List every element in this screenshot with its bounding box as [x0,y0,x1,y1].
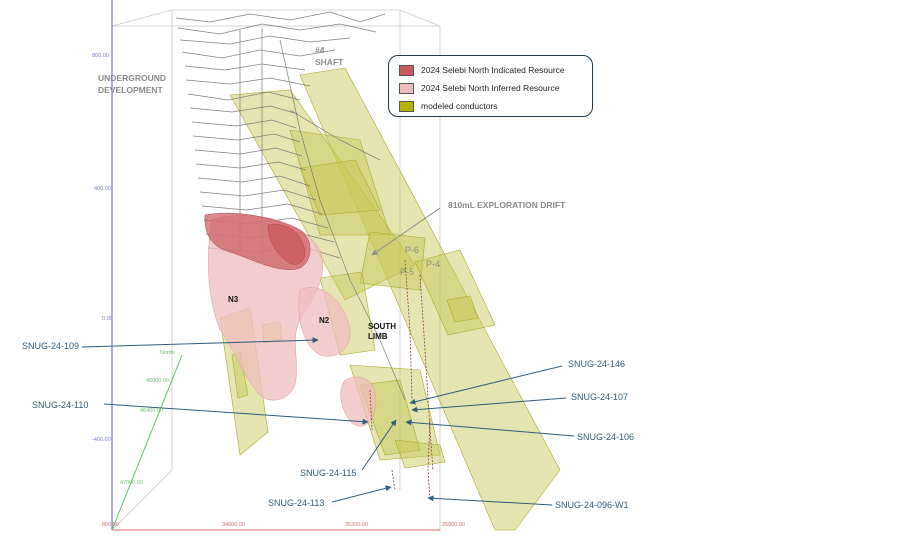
axis-tick-d2: 46400.00 [140,408,163,414]
drillhole-label-115: SNUG-24-115 [300,468,357,478]
axis-tick-b1: 34600.00 [222,522,245,528]
axis-tick-d0: Northi [160,350,175,356]
legend-item-conductors: modeled conductors [399,97,592,115]
drillhole-label-107: SNUG-24-107 [571,392,629,402]
drillhole-label-146: SNUG-24-146 [568,359,626,369]
exploration-drift-label: 810mL EXPLORATION DRIFT [448,200,566,210]
callout-arrows [81,337,575,506]
axis-tick-d1: 46000.00 [146,378,169,384]
drillhole-label-109: SNUG-24-109 [22,341,80,351]
drift-arrow [371,207,441,256]
shaft-label: #4 SHAFT [315,45,344,67]
axis-tick-v1: 400.00 [94,186,111,192]
axis-tick-d3: 47000.00 [120,480,143,486]
drill-traces [369,259,434,501]
legend: 2024 Selebi North Indicated Resource 202… [388,55,593,117]
drillhole-label-113: SNUG-24-113 [268,498,325,508]
legend-item-indicated: 2024 Selebi North Indicated Resource [399,61,592,79]
drillhole-label-096-w1: SNUG-24-096-W1 [555,500,629,510]
axis-tick-b0: -800.00 [100,522,119,528]
conductor-label-p4: P-4 [426,259,441,269]
axis-tick-v2: 0.00 [102,316,113,322]
zone-label-n3: N3 [228,295,239,304]
legend-label-indicated: 2024 Selebi North Indicated Resource [421,65,565,75]
axis-tick-v3: -400.00 [92,437,111,443]
conductor-label-p5: P-5 [400,267,415,277]
indicated-resource [204,212,311,270]
legend-item-inferred: 2024 Selebi North Inferred Resource [399,79,592,97]
legend-swatch-inferred [399,82,414,94]
depth-axis [111,354,183,531]
axis-tick-b3: 35800.00 [442,522,465,528]
axis-tick-b2: 35200.00 [345,522,368,528]
drillhole-label-110: SNUG-24-110 [32,400,89,410]
conductor-plates [219,67,561,531]
legend-label-conductors: modeled conductors [421,101,498,111]
zone-label-south-limb: SOUTH LIMB [368,322,396,341]
legend-label-inferred: 2024 Selebi North Inferred Resource [421,83,560,93]
axis-tick-v0: 800.00 [92,53,109,59]
legend-swatch-conductors [399,100,414,112]
conductor-label-p6: P-6 [405,245,420,255]
underground-development-label: UNDERGROUND DEVELOPMENT [98,73,166,95]
legend-swatch-indicated [399,64,414,76]
drillhole-label-106: SNUG-24-106 [577,432,635,442]
zone-label-n2: N2 [319,316,330,325]
